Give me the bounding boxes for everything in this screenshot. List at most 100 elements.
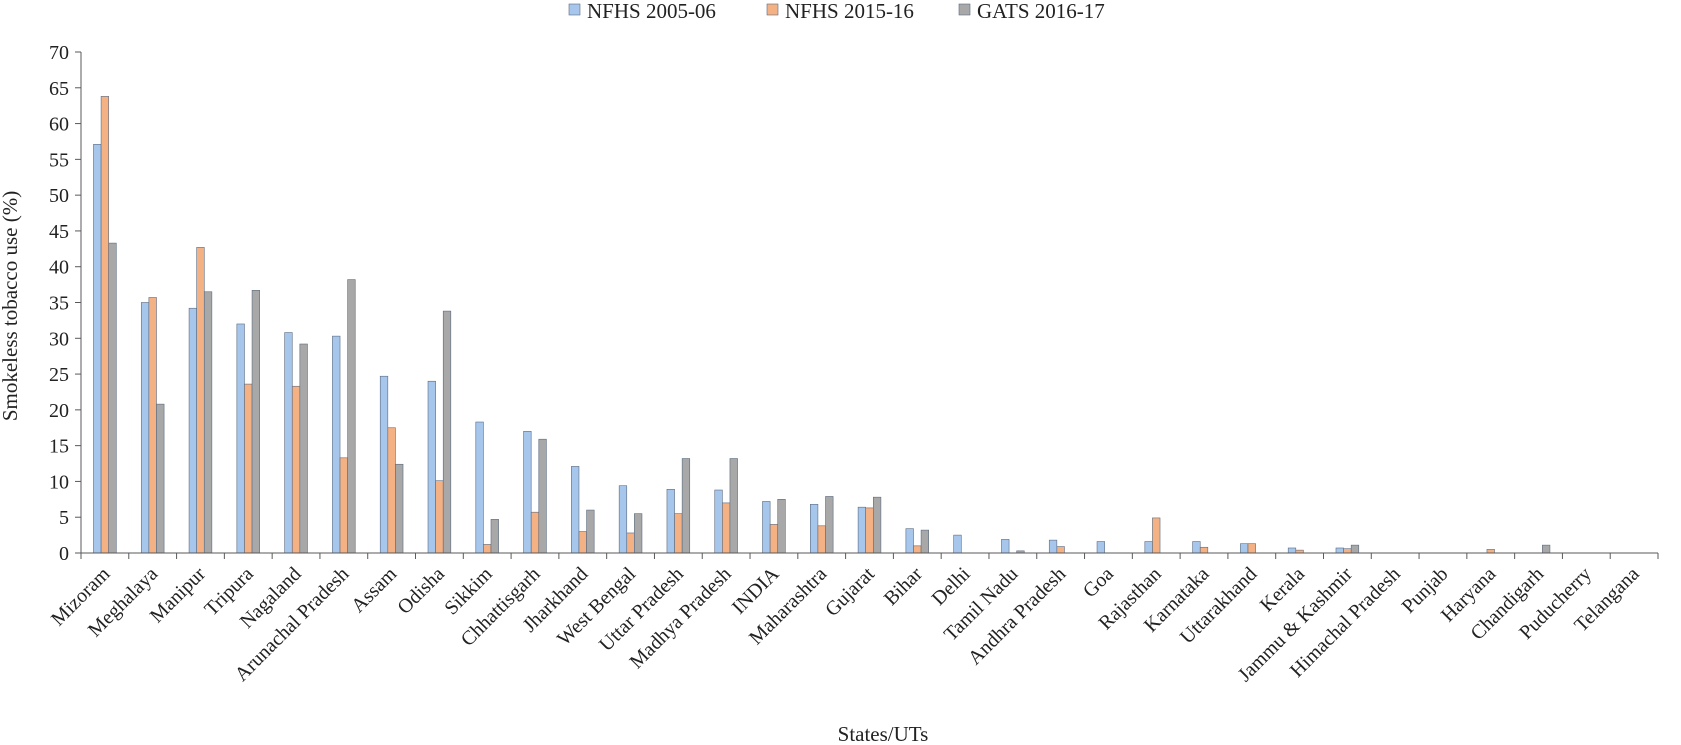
bar xyxy=(427,380,436,554)
y-tick-label: 65 xyxy=(49,78,69,100)
bar xyxy=(729,458,738,554)
y-tick-label: 10 xyxy=(49,471,69,493)
bar xyxy=(435,480,444,554)
bar xyxy=(1048,539,1058,554)
y-tick-label: 20 xyxy=(49,400,69,422)
bar xyxy=(339,457,348,554)
y-tick-label: 30 xyxy=(49,328,69,350)
bar xyxy=(442,310,452,554)
bar xyxy=(387,427,396,554)
bar xyxy=(857,506,866,554)
x-tick-label: Odisha xyxy=(393,563,449,619)
legend-item: GATS 2016-17 xyxy=(958,0,1105,23)
bar xyxy=(1152,517,1161,554)
bar xyxy=(100,96,109,554)
bar xyxy=(953,534,962,554)
bar xyxy=(1350,544,1360,554)
bar xyxy=(284,332,293,554)
bar xyxy=(395,463,404,554)
bar xyxy=(865,507,874,554)
series-2 xyxy=(100,96,1495,554)
x-tick-label: Bihar xyxy=(880,563,927,610)
legend-item: NFHS 2005-06 xyxy=(568,0,716,23)
x-axis: MizoramMeghalayaManipurTripuraNagalandAr… xyxy=(47,552,1659,686)
bar xyxy=(483,544,492,554)
bar xyxy=(1001,539,1010,554)
bar xyxy=(722,502,731,554)
bar xyxy=(1343,548,1352,554)
bar xyxy=(777,499,786,554)
bar xyxy=(490,519,499,554)
y-tick-label: 0 xyxy=(59,543,69,565)
bar xyxy=(1486,549,1495,554)
bar xyxy=(332,335,341,554)
bar xyxy=(196,247,205,554)
y-tick-label: 40 xyxy=(49,257,69,279)
bar xyxy=(769,524,779,554)
bar xyxy=(475,421,484,554)
bar xyxy=(810,504,819,554)
y-tick-label: 25 xyxy=(49,364,69,386)
bar xyxy=(188,307,197,554)
y-tick-label: 35 xyxy=(49,293,69,315)
bar xyxy=(634,513,643,554)
y-tick-label: 60 xyxy=(49,114,69,136)
bar xyxy=(578,531,587,554)
bar xyxy=(1335,547,1344,554)
bar xyxy=(538,438,547,554)
bar xyxy=(1199,546,1209,554)
bar xyxy=(244,383,253,554)
bar xyxy=(825,496,834,554)
legend-label: NFHS 2005-06 xyxy=(587,0,716,23)
bar xyxy=(93,144,102,554)
bar xyxy=(913,545,922,554)
y-tick-label: 5 xyxy=(59,507,69,529)
y-tick-label: 55 xyxy=(49,149,69,171)
bar xyxy=(626,532,635,554)
legend-label: NFHS 2015-16 xyxy=(785,0,914,23)
bar xyxy=(1287,547,1297,554)
bar xyxy=(920,529,929,554)
bar xyxy=(347,279,356,554)
bar xyxy=(1096,541,1105,554)
bar xyxy=(1542,544,1551,554)
bar xyxy=(817,525,826,554)
bar xyxy=(714,489,723,554)
y-tick-label: 15 xyxy=(49,436,69,458)
legend: NFHS 2005-06 NFHS 2015-16 GATS 2016-17 xyxy=(568,0,1105,23)
x-tick-label: Goa xyxy=(1079,563,1118,602)
bar xyxy=(291,385,301,554)
bar xyxy=(530,511,540,554)
bar xyxy=(1240,543,1249,554)
y-tick-label: 45 xyxy=(49,221,69,243)
bar xyxy=(299,343,308,554)
legend-swatch xyxy=(568,3,581,16)
bar xyxy=(681,458,691,554)
bar xyxy=(905,528,914,554)
bar xyxy=(108,242,117,554)
bar xyxy=(251,290,260,554)
bar xyxy=(148,297,157,554)
legend-label: GATS 2016-17 xyxy=(977,0,1105,23)
legend-swatch xyxy=(958,3,971,16)
bar xyxy=(379,375,389,554)
bar xyxy=(236,323,245,554)
y-axis: 0 5 10 15 20 25 30 35 40 45 50 55 60 65 70 xyxy=(49,42,82,565)
y-tick-label: 70 xyxy=(49,42,69,64)
x-axis-title: States/UTs xyxy=(838,722,929,745)
y-tick-label: 50 xyxy=(49,185,69,207)
bar xyxy=(586,509,595,554)
bar xyxy=(140,302,150,554)
series-1 xyxy=(93,144,1344,554)
legend-item: NFHS 2015-16 xyxy=(766,0,914,23)
bar xyxy=(1056,546,1065,554)
bar xyxy=(571,466,580,554)
bar xyxy=(203,291,213,554)
legend-swatch xyxy=(766,3,779,16)
bar xyxy=(1192,541,1201,554)
bar xyxy=(1247,543,1256,554)
plot-area xyxy=(93,96,1551,554)
x-tick-label: Gujarat xyxy=(821,563,879,621)
x-tick-label: Assam xyxy=(347,563,401,617)
